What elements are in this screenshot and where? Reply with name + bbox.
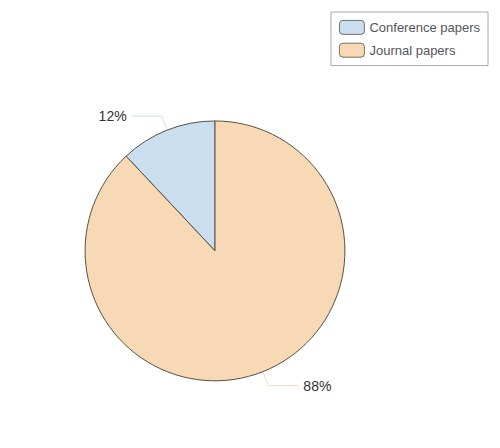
svg-text:Journal papers: Journal papers: [369, 43, 455, 58]
svg-text:Conference papers: Conference papers: [369, 20, 480, 35]
svg-text:12%: 12%: [99, 108, 127, 124]
svg-text:88%: 88%: [303, 378, 331, 394]
